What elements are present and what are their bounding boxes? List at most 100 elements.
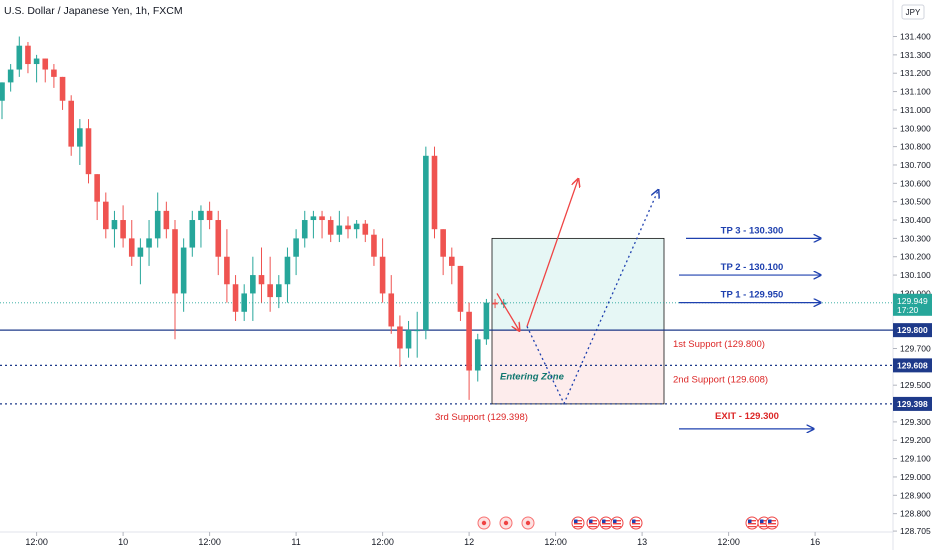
y-tick-label: 129.300: [900, 417, 931, 427]
candle: [103, 192, 109, 239]
flag-stripe: [589, 523, 597, 525]
countdown-label: 17:20: [897, 305, 919, 315]
candle-body: [68, 100, 74, 147]
candle-body: [336, 225, 343, 235]
candle: [327, 216, 334, 243]
profit-zone: [491, 237, 665, 331]
candle: [474, 333, 481, 382]
y-tick-label: 130.500: [900, 197, 931, 207]
y-tick-label: 130.900: [900, 123, 931, 133]
candle: [457, 265, 464, 321]
x-tick-label: 12: [464, 537, 474, 547]
candle-body: [492, 302, 498, 305]
x-tick-label: 13: [637, 537, 647, 547]
chart-title: U.S. Dollar / Japanese Yen, 1h, FXCM: [4, 5, 183, 17]
us-flag-icon: [765, 516, 779, 530]
candle-body: [474, 339, 481, 371]
candle: [258, 247, 265, 303]
y-tick-label: 129.700: [900, 343, 931, 353]
candle-body: [103, 201, 109, 230]
candle-body: [327, 220, 334, 235]
candle: [336, 210, 343, 243]
flag-stripe: [748, 523, 756, 525]
candle-body: [128, 238, 135, 257]
us-flag-icon: [586, 516, 600, 530]
flag-stripe: [613, 523, 621, 525]
candle-body: [198, 210, 204, 221]
flag-stripe: [768, 520, 776, 522]
x-tick-label: 11: [291, 537, 300, 547]
red-dip-arrow: [496, 293, 519, 330]
candle-body: [423, 155, 429, 331]
candle-body: [466, 311, 472, 371]
candle-body: [379, 256, 386, 294]
y-tick-label: 130.600: [900, 178, 931, 188]
candle-body: [457, 265, 464, 312]
support-lines: [0, 302, 893, 405]
support-label-3: 3rd Support (129.398): [435, 412, 528, 423]
candle: [59, 76, 66, 110]
candle-body: [276, 284, 282, 298]
flag-stripe: [589, 520, 597, 522]
candle: [128, 220, 135, 266]
candle: [25, 42, 31, 74]
candle: [85, 119, 92, 184]
current-price-label: 129.949: [897, 296, 928, 306]
candle-body: [284, 256, 291, 285]
x-tick-label: 12:00: [25, 537, 48, 547]
entering-zone-label: Entering Zone: [500, 372, 565, 383]
flag-stripe: [602, 526, 610, 528]
candle: [232, 275, 239, 321]
candle: [224, 229, 230, 303]
candle: [7, 64, 14, 92]
candle-body: [94, 174, 100, 202]
flag-stripe: [589, 526, 597, 528]
candle-body: [250, 275, 256, 294]
flag-stripe: [748, 520, 756, 522]
candle-body: [172, 229, 178, 294]
candle-body: [180, 247, 187, 294]
candle: [319, 210, 325, 239]
candle: [215, 210, 222, 276]
candle: [198, 205, 204, 248]
candle: [241, 284, 247, 321]
flag-stripe: [574, 520, 582, 522]
us-flag-icon: [610, 516, 624, 530]
candle: [388, 275, 395, 334]
candle-body: [215, 220, 222, 257]
event-dot: [481, 520, 487, 526]
currency-badge[interactable]: JPY: [901, 4, 925, 20]
price-tag-2: [893, 358, 932, 373]
event-marker-red: [499, 516, 513, 530]
candle: [94, 174, 100, 221]
event-dot: [525, 520, 531, 526]
flag-stripe: [760, 523, 768, 525]
candle-body: [483, 302, 490, 340]
y-tick-label: 130.200: [900, 252, 931, 262]
current-price-tag: [893, 293, 932, 316]
flag-stripe: [768, 526, 776, 528]
candle: [189, 210, 196, 257]
y-tick-label: 130.800: [900, 142, 931, 152]
candle-body: [224, 256, 230, 285]
candle: [42, 58, 49, 83]
drawings: TP 3 - 130.300 TP 2 - 130.100 TP 1 - 129.9…: [435, 180, 820, 429]
price-axis: 131.400 131.300 131.200 131.100 131.000 130.9…: [893, 32, 932, 536]
candle-body: [154, 210, 161, 239]
candle: [423, 146, 429, 340]
candle: [250, 256, 256, 321]
y-tick-label: 130.000: [900, 288, 931, 298]
us-flag-icon: [629, 516, 643, 530]
tp-label-1: TP 1 - 129.950: [721, 290, 784, 301]
price-tag-3: [893, 396, 932, 411]
us-flag-icon: [571, 516, 585, 530]
candle: [362, 220, 369, 243]
candle-body: [293, 238, 299, 257]
economic-events[interactable]: [477, 516, 779, 530]
y-tick-label: 131.000: [900, 105, 931, 115]
candle-body: [51, 69, 57, 77]
candle: [431, 146, 438, 239]
candle-body: [33, 58, 40, 65]
candle: [293, 229, 299, 276]
